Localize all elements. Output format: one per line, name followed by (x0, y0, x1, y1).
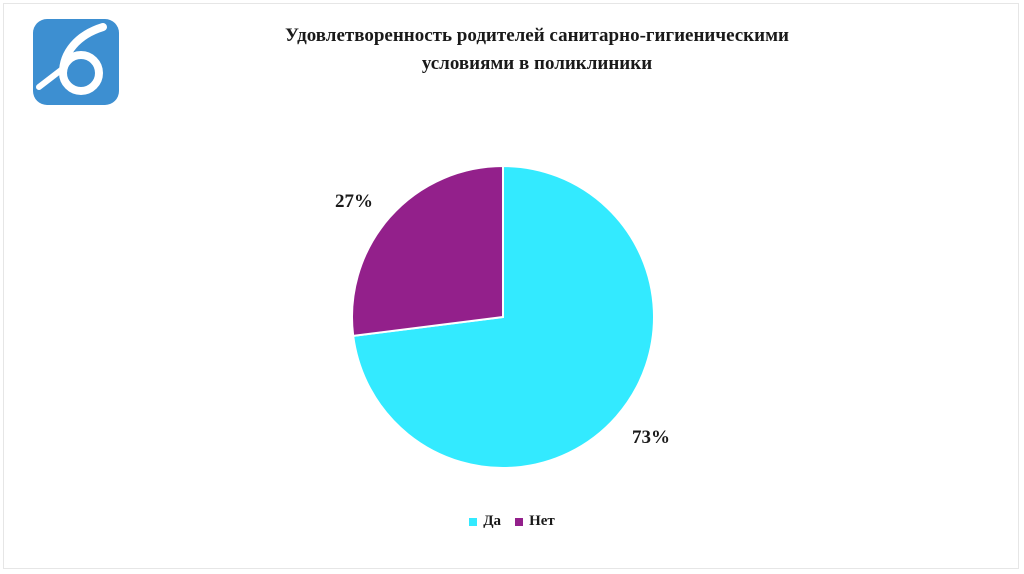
legend-item-no: Нет (515, 513, 555, 530)
legend-swatch-no (515, 517, 524, 526)
page-title: Удовлетворенность родителей санитарно-ги… (210, 22, 864, 78)
data-label-yes: 73% (632, 427, 670, 448)
pie-slice-no (351, 164, 504, 338)
legend-item-yes: Да (469, 513, 501, 530)
digit-six-logo-icon (33, 19, 119, 105)
legend-label-no: Нет (529, 513, 555, 529)
legend-label-yes: Да (483, 513, 502, 529)
slide-frame (3, 3, 1019, 569)
title-line-1: Удовлетворенность родителей санитарно-ги… (285, 25, 789, 46)
logo (33, 19, 119, 105)
legend: Да Нет (0, 513, 1024, 530)
title-line-2: условиями в поликлиники (421, 53, 653, 74)
data-label-no: 27% (335, 191, 373, 212)
legend-swatch-yes (469, 517, 478, 526)
